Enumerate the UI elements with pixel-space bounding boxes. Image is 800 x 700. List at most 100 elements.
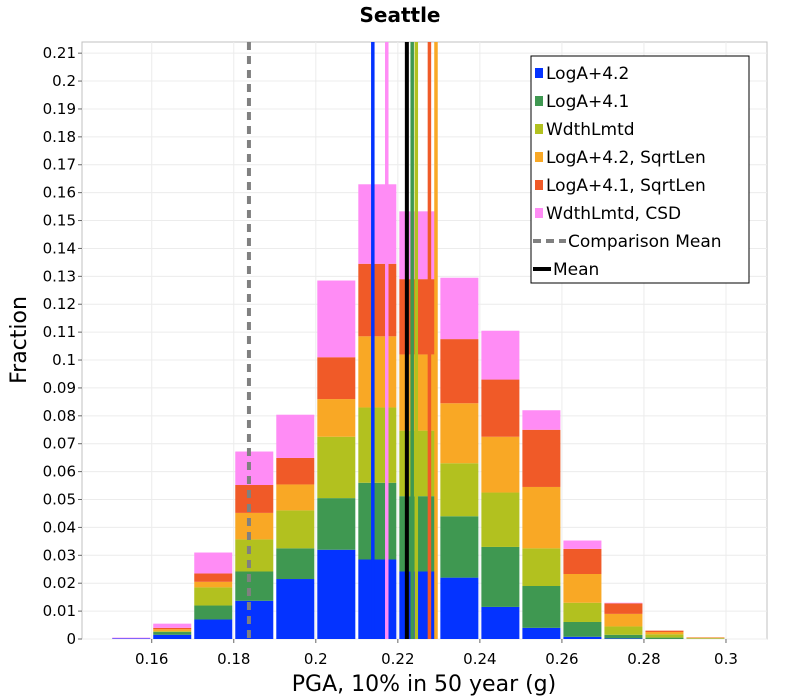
- bar-segment: [645, 637, 684, 639]
- legend-swatch: [535, 152, 543, 162]
- bar-segment: [317, 436, 356, 499]
- bar-segment: [317, 498, 356, 550]
- bar-segment: [153, 629, 192, 632]
- bar-segment: [440, 516, 479, 578]
- bar-segment: [153, 632, 192, 635]
- bar-segment: [522, 627, 561, 639]
- bar-segment: [235, 485, 274, 513]
- bar-segment: [276, 457, 315, 485]
- bar-segment: [604, 626, 643, 635]
- bar-segment: [317, 549, 356, 639]
- bar-segment: [317, 399, 356, 437]
- y-tick-label: 0.05: [43, 491, 76, 509]
- bar-segment: [645, 632, 684, 635]
- y-tick-label: 0.21: [43, 44, 76, 62]
- bar-segment: [194, 552, 233, 574]
- bar-segment: [276, 484, 315, 511]
- legend-label: Mean: [553, 260, 599, 280]
- y-tick-label: 0.04: [43, 518, 76, 536]
- bar-segment: [563, 602, 602, 622]
- bar-segment: [235, 539, 274, 572]
- legend-label: LogA+4.2, SqrtLen: [546, 148, 706, 168]
- bar-segment: [481, 379, 520, 437]
- bar-segment: [276, 510, 315, 549]
- bar-segment: [604, 634, 643, 639]
- bar-segment: [194, 581, 233, 588]
- y-tick-label: 0.16: [43, 184, 76, 202]
- bar-segment: [604, 613, 643, 627]
- x-tick-label: 0.18: [217, 650, 250, 668]
- bar-segment: [563, 540, 602, 549]
- bar-segment: [112, 637, 151, 639]
- bar-segment: [522, 486, 561, 549]
- bar-segment: [276, 548, 315, 580]
- y-tick-label: 0.01: [43, 602, 76, 620]
- bar-segment: [194, 619, 233, 639]
- bar-segment: [686, 638, 725, 639]
- y-tick-label: 0.07: [43, 435, 76, 453]
- bar-segment: [194, 605, 233, 620]
- bar-segment: [153, 631, 192, 633]
- bar-segment: [481, 546, 520, 607]
- x-axis-ticks: 0.16 0.18 0.2 0.22 0.24 0.26 0.28 0.3: [135, 639, 738, 668]
- bar-segment: [235, 451, 274, 486]
- bar-segment: [153, 634, 192, 639]
- y-axis-ticks: 0 0.01 0.02 0.03 0.04 0.05 0.06 0.07 0.08 0.09 0.1…: [43, 44, 82, 648]
- y-tick-label: 0.19: [43, 100, 76, 118]
- bar-segment: [276, 414, 315, 458]
- y-tick-label: 0.18: [43, 128, 76, 146]
- y-tick-label: 0.08: [43, 407, 76, 425]
- bar-segment: [522, 410, 561, 430]
- bar-segment: [317, 280, 356, 358]
- bar-segment: [194, 573, 233, 582]
- y-tick-label: 0: [66, 630, 76, 648]
- bar-segment: [194, 587, 233, 606]
- y-tick-label: 0.09: [43, 379, 76, 397]
- y-tick-label: 0.03: [43, 546, 76, 564]
- legend-swatch: [535, 124, 543, 134]
- y-tick-label: 0.2: [52, 72, 76, 90]
- bar-segment: [563, 573, 602, 603]
- legend: LogA+4.2 LogA+4.1 WdthLmtd LogA+4.2, SqrtLe…: [530, 55, 750, 284]
- bar-segment: [563, 621, 602, 637]
- bar-segment: [645, 630, 684, 633]
- y-tick-label: 0.11: [43, 323, 76, 341]
- bar-segment: [440, 577, 479, 639]
- x-tick-label: 0.3: [714, 650, 738, 668]
- bar-segment: [481, 606, 520, 639]
- bar-segment: [522, 429, 561, 487]
- bar-segment: [563, 636, 602, 639]
- x-tick-label: 0.24: [463, 650, 496, 668]
- legend-label: WdthLmtd: [546, 120, 635, 140]
- legend-label: LogA+4.1: [546, 92, 629, 112]
- bar-segment: [481, 436, 520, 493]
- bar-segment: [276, 579, 315, 639]
- mean-lines: [246, 42, 438, 639]
- bar-segment: [358, 559, 397, 639]
- legend-swatch: [535, 68, 543, 78]
- x-axis-label: PGA, 10% in 50 year (g): [292, 672, 556, 697]
- bar-segment: [481, 330, 520, 380]
- y-tick-label: 0.13: [43, 267, 76, 285]
- bar-segment: [112, 638, 151, 639]
- bar-segment: [604, 638, 643, 639]
- legend-label: Comparison Mean: [568, 232, 722, 252]
- bar-segment: [235, 571, 274, 601]
- bar-segment: [153, 623, 192, 628]
- chart-title: Seattle: [359, 3, 440, 27]
- bar-segment: [317, 357, 356, 400]
- bar-segment: [522, 548, 561, 586]
- y-tick-label: 0.17: [43, 156, 76, 174]
- bar-segment: [440, 463, 479, 517]
- bar-segment: [153, 627, 192, 630]
- legend-label: LogA+4.1, SqrtLen: [546, 176, 706, 196]
- bar-segment: [440, 277, 479, 340]
- bar-segment: [358, 482, 397, 560]
- bar-segment: [358, 184, 397, 264]
- bar-segment: [604, 602, 643, 604]
- bar-segment: [440, 339, 479, 404]
- y-tick-label: 0.02: [43, 574, 76, 592]
- x-tick-label: 0.28: [627, 650, 660, 668]
- y-tick-label: 0.12: [43, 295, 76, 313]
